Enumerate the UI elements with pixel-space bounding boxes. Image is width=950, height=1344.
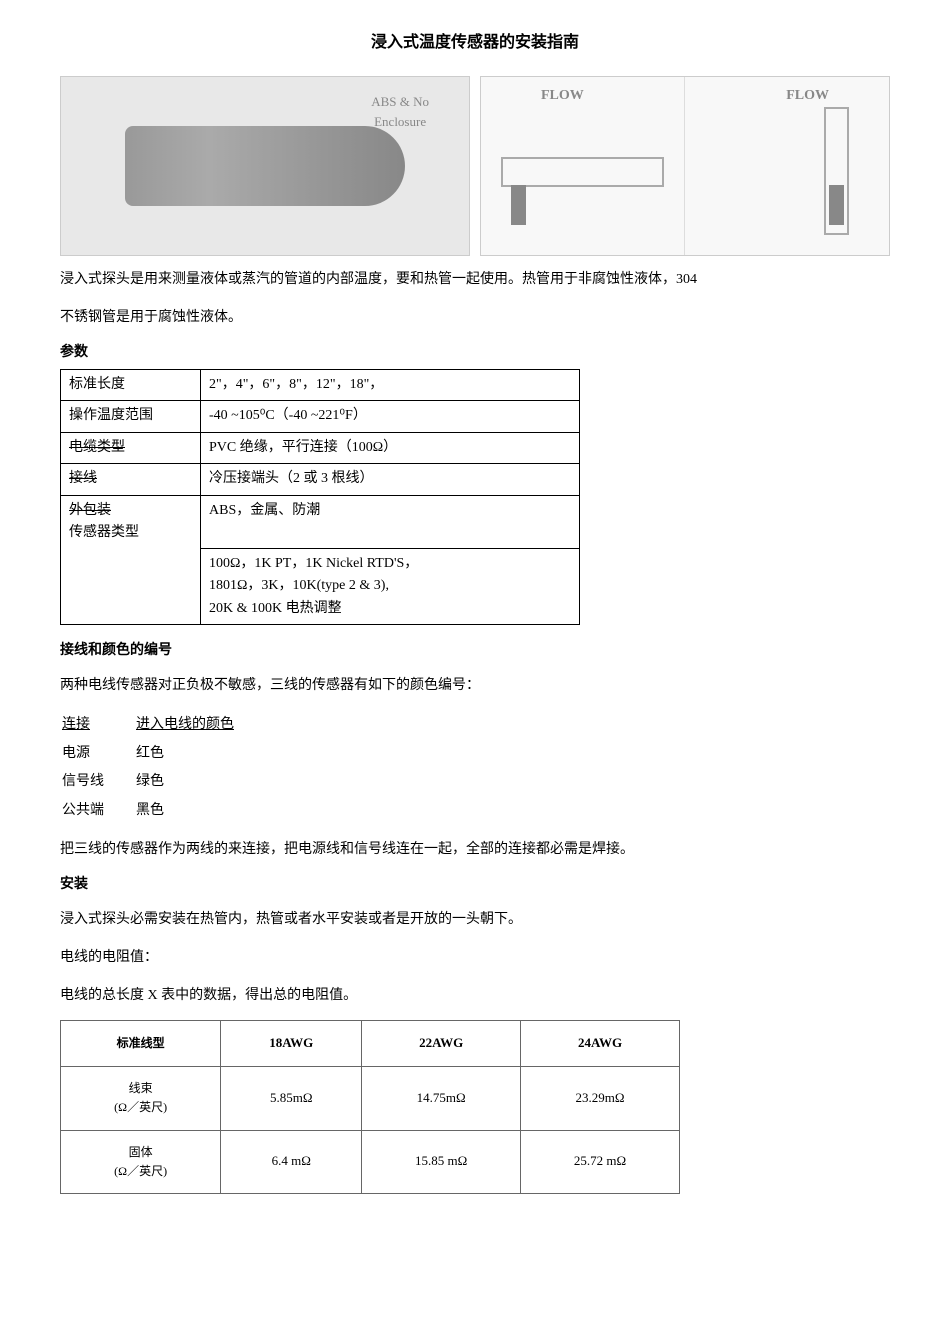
wire-cell: 6.4 mΩ: [221, 1130, 362, 1193]
color-conn: 电源: [62, 741, 134, 767]
wire-cell: 25.72 mΩ: [521, 1130, 680, 1193]
spec-label: 电缆类型: [61, 432, 201, 463]
spec-row: 接线 冷压接端头（2 或 3 根线）: [61, 464, 580, 495]
spec-row: 操作温度范围 -40 ~105⁰C（-40 ~221⁰F）: [61, 401, 580, 432]
wire-table-header-row: 标准线型 18AWG 22AWG 24AWG: [61, 1021, 680, 1067]
install-header: 安装: [60, 874, 890, 896]
wire-resistance-table: 标准线型 18AWG 22AWG 24AWG 线束 (Ω／英尺) 5.85mΩ …: [60, 1020, 680, 1194]
spec-row: 外包装 传感器类型 ABS，金属、防潮: [61, 495, 580, 548]
color-header-conn: 连接: [62, 712, 134, 738]
wire-row-label: 固体 (Ω／英尺): [61, 1130, 221, 1193]
sensor-render: [125, 126, 405, 206]
spec-label: [61, 548, 201, 624]
wire-header: 24AWG: [521, 1021, 680, 1067]
spec-label: 外包装 传感器类型: [61, 495, 201, 548]
install-text-3: 电线的总长度 X 表中的数据，得出总的电阻值。: [60, 982, 890, 1010]
spec-value: -40 ~105⁰C（-40 ~221⁰F）: [201, 401, 580, 432]
wiring-note: 把三线的传感器作为两线的来连接，把电源线和信号线连在一起，全部的连接都必需是焊接…: [60, 836, 890, 864]
wire-row-label: 线束 (Ω／英尺): [61, 1067, 221, 1130]
wire-cell: 14.75mΩ: [362, 1067, 521, 1130]
page-title: 浸入式温度传感器的安装指南: [60, 30, 890, 56]
flow-diagram-1: [481, 77, 685, 255]
spec-row: 电缆类型 PVC 绝缘，平行连接（100Ω）: [61, 432, 580, 463]
spec-value: ABS，金属、防潮: [201, 495, 580, 548]
spec-value: 冷压接端头（2 或 3 根线）: [201, 464, 580, 495]
color-conn: 公共端: [62, 798, 134, 824]
wiring-intro: 两种电线传感器对正负极不敏感，三线的传感器有如下的颜色编号：: [60, 672, 890, 700]
spec-header: 参数: [60, 342, 890, 364]
intro-text-2: 不锈钢管是用于腐蚀性液体。: [60, 304, 890, 332]
install-text-2: 电线的电阻值：: [60, 944, 890, 972]
spec-row: 标准长度 2"，4"，6"，8"，12"，18"，: [61, 369, 580, 400]
install-text-1: 浸入式探头必需安装在热管内，热管或者水平安装或者是开放的一头朝下。: [60, 906, 890, 934]
flow-diagram-2: [685, 77, 889, 255]
flow-diagram-container: FLOW FLOW: [480, 76, 890, 256]
wire-cell: 15.85 mΩ: [362, 1130, 521, 1193]
color-table-row: 公共端 黑色: [62, 798, 264, 824]
hero-image-container: ABS & No Enclosure FLOW FLOW: [60, 76, 890, 256]
color-table-header-row: 连接 进入电线的颜色: [62, 712, 264, 738]
wire-header: 标准线型: [61, 1021, 221, 1067]
spec-value: 2"，4"，6"，8"，12"，18"，: [201, 369, 580, 400]
spec-table: 标准长度 2"，4"，6"，8"，12"，18"， 操作温度范围 -40 ~10…: [60, 369, 580, 625]
color-header-color: 进入电线的颜色: [136, 712, 264, 738]
wire-table-row: 线束 (Ω／英尺) 5.85mΩ 14.75mΩ 23.29mΩ: [61, 1067, 680, 1130]
color-val: 绿色: [136, 769, 264, 795]
sensor-photo: ABS & No Enclosure: [60, 76, 470, 256]
spec-row: 100Ω，1K PT，1K Nickel RTD'S， 1801Ω，3K，10K…: [61, 548, 580, 624]
wiring-header: 接线和颜色的编号: [60, 640, 890, 662]
spec-label: 标准长度: [61, 369, 201, 400]
spec-value: PVC 绝缘，平行连接（100Ω）: [201, 432, 580, 463]
color-table-row: 信号线 绿色: [62, 769, 264, 795]
spec-value: 100Ω，1K PT，1K Nickel RTD'S， 1801Ω，3K，10K…: [201, 548, 580, 624]
enclosure-label: ABS & No Enclosure: [371, 92, 429, 134]
color-val: 红色: [136, 741, 264, 767]
color-conn: 信号线: [62, 769, 134, 795]
wire-table-row: 固体 (Ω／英尺) 6.4 mΩ 15.85 mΩ 25.72 mΩ: [61, 1130, 680, 1193]
intro-text-1: 浸入式探头是用来测量液体或蒸汽的管道的内部温度，要和热管一起使用。热管用于非腐蚀…: [60, 266, 890, 294]
color-table-row: 电源 红色: [62, 741, 264, 767]
spec-label: 操作温度范围: [61, 401, 201, 432]
wire-header: 22AWG: [362, 1021, 521, 1067]
spec-label: 接线: [61, 464, 201, 495]
wire-header: 18AWG: [221, 1021, 362, 1067]
color-table: 连接 进入电线的颜色 电源 红色 信号线 绿色 公共端 黑色: [60, 710, 266, 826]
color-val: 黑色: [136, 798, 264, 824]
wire-cell: 23.29mΩ: [521, 1067, 680, 1130]
wire-cell: 5.85mΩ: [221, 1067, 362, 1130]
